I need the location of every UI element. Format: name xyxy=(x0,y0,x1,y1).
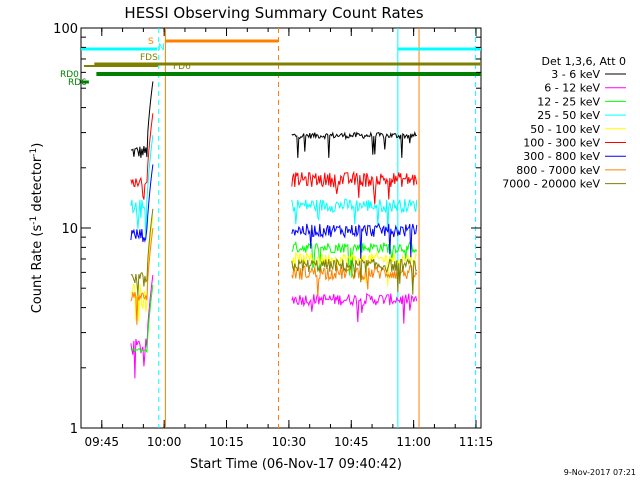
x-tick-label-6: 11:15 xyxy=(459,435,494,449)
flag-label-s: S xyxy=(148,37,154,47)
series-1-seg2 xyxy=(291,131,417,158)
chart-title: HESSI Observing Summary Count Rates xyxy=(124,4,423,22)
series-7-seg2 xyxy=(291,222,418,259)
series-6-seg2 xyxy=(291,170,418,205)
y-label-main: Count Rate (s xyxy=(30,225,45,314)
series-8-seg1 xyxy=(130,228,154,325)
x-tick-label-1: 10:00 xyxy=(147,435,182,449)
legend-header: Det 1,3,6, Att 0 xyxy=(542,55,626,68)
series-5-seg2 xyxy=(291,251,418,287)
legend-label-5: 50 - 100 keV xyxy=(530,123,600,136)
legend-label-6: 100 - 300 keV xyxy=(523,137,600,150)
series-2-seg1 xyxy=(130,274,154,379)
flag-label-n: N xyxy=(158,43,165,53)
y-tick-label-1: 10 xyxy=(61,222,78,237)
series-1-seg1 xyxy=(130,81,154,158)
series-9-seg1 xyxy=(130,208,154,296)
series-5-seg1 xyxy=(130,216,154,322)
x-tick-label-5: 11:00 xyxy=(396,435,431,449)
legend-label-9: 7000 - 20000 keV xyxy=(502,178,600,191)
y-label-end: ) xyxy=(30,143,45,148)
series-2-seg2 xyxy=(291,292,418,324)
y-axis-label: Count Rate (s-1 detector-1) xyxy=(29,143,45,314)
legend-label-7: 300 - 800 keV xyxy=(523,150,600,163)
flag-label-rd6: RD6 xyxy=(68,78,87,88)
y-label-mid: detector xyxy=(30,156,45,216)
legend-label-3: 12 - 25 keV xyxy=(537,95,600,108)
y-tick-label-2: 100 xyxy=(53,22,78,37)
flag-label-fds: FDS xyxy=(140,53,158,63)
series-9-seg2 xyxy=(291,257,418,295)
data-lines xyxy=(130,81,418,379)
legend-label-1: 3 - 6 keV xyxy=(551,68,600,81)
x-tick-label-2: 10:15 xyxy=(209,435,244,449)
series-4-seg1 xyxy=(130,135,154,241)
series-6-seg1 xyxy=(130,113,154,200)
time-markers xyxy=(158,28,477,428)
legend-label-8: 800 - 7000 keV xyxy=(516,164,600,177)
series-3-seg1 xyxy=(130,284,154,354)
flag-label-rd0: RD0 xyxy=(60,70,79,80)
x-tick-label-4: 10:45 xyxy=(334,435,369,449)
legend-label-4: 25 - 50 keV xyxy=(537,109,600,122)
x-axis-label: Start Time (06-Nov-17 09:40:42) xyxy=(190,457,402,472)
flag-label-fd6: FD6 xyxy=(173,62,191,72)
timestamp: 9-Nov-2017 07:21 xyxy=(564,468,636,477)
series-4-seg2 xyxy=(291,198,418,232)
x-tick-label-0: 09:45 xyxy=(84,435,119,449)
series-7-seg1 xyxy=(130,164,154,243)
legend-label-2: 6 - 12 keV xyxy=(544,82,600,95)
y-label-sup-2: -1 xyxy=(29,148,39,157)
y-tick-label-0: 1 xyxy=(70,422,78,437)
y-label-sup-1: -1 xyxy=(29,216,39,225)
x-tick-label-3: 10:30 xyxy=(272,435,307,449)
plot-frame xyxy=(80,27,482,429)
plot-area xyxy=(80,27,482,429)
axes: 09:45 10:00 10:15 10:30 10:45 11:00 11:15 1 10 10… xyxy=(53,22,493,449)
